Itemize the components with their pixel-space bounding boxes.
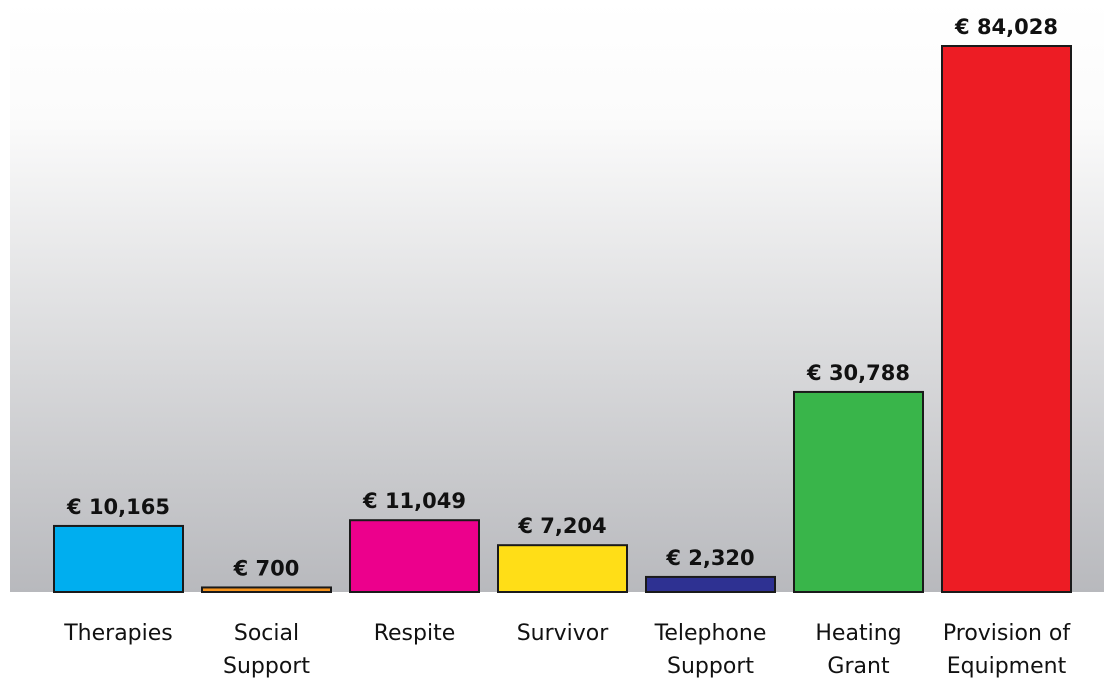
bar [201,586,332,594]
bar [349,519,480,594]
category-label: Social Support [223,621,310,679]
plot-background [10,0,1104,592]
value-label: € 7,204 [517,514,606,538]
category-label: Heating Grant [815,621,902,679]
category-label: Therapies [64,621,173,646]
category-label: Survivor [516,621,609,646]
value-label: € 700 [233,556,300,580]
bar [645,575,776,594]
bar [793,390,924,593]
bar [53,524,184,594]
bar [941,45,1072,593]
value-label: € 30,788 [806,361,910,385]
bar [497,544,628,593]
value-label: € 84,028 [954,15,1058,39]
category-label: Telephone Support [654,621,767,679]
value-label: € 11,049 [362,489,466,513]
category-label: Provision of Equipment [942,621,1071,679]
value-label: € 10,165 [66,495,170,519]
category-label: Respite [373,621,456,646]
value-label: € 2,320 [665,546,754,570]
